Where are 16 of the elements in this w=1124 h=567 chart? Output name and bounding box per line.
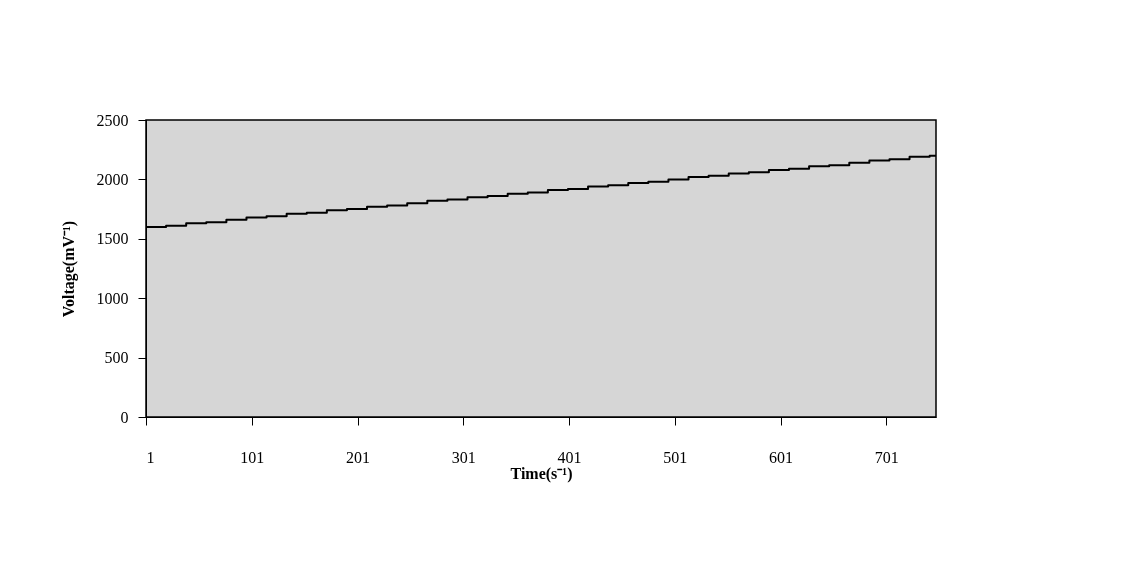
y-tick-label: 1000	[96, 289, 129, 307]
y-tick-label: 2500	[96, 111, 129, 129]
x-tick-label: 601	[769, 448, 794, 466]
x-tick-label: 701	[874, 448, 899, 466]
x-tick-label: 201	[346, 448, 371, 466]
x-tick-label: 101	[240, 448, 265, 466]
y-tick-label: 1500	[96, 230, 129, 248]
y-tick-label: 0	[120, 408, 129, 426]
x-tick-label: 401	[557, 448, 582, 466]
x-axis-title: Time(s⁻¹)	[510, 464, 573, 483]
y-tick-label: 500	[104, 349, 129, 367]
x-tick-label: 301	[451, 448, 476, 466]
x-tick-label: 501	[663, 448, 688, 466]
x-tick-label: 1	[146, 448, 155, 466]
y-tick-label: 2000	[96, 170, 129, 188]
y-axis-title: Voltage(mV⁻¹)	[59, 220, 78, 318]
